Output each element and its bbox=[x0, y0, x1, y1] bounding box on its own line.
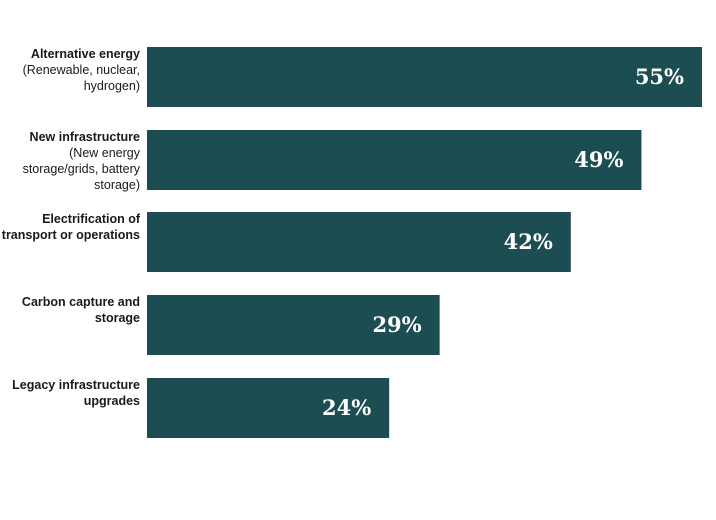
category-label-3-line-2: transport or operations bbox=[2, 228, 140, 242]
bar-3 bbox=[147, 212, 571, 272]
bar-2 bbox=[147, 130, 642, 190]
category-label-4-line-2: storage bbox=[95, 311, 140, 325]
category-label-2-line-1: New infrastructure bbox=[30, 130, 140, 144]
bar-1 bbox=[147, 47, 702, 107]
category-label-1-line-2: (Renewable, nuclear, bbox=[23, 63, 140, 77]
category-label-1-line-3: hydrogen) bbox=[84, 79, 140, 93]
bar-value-label-1: 55% bbox=[635, 64, 684, 89]
bar-value-label-4: 29% bbox=[372, 312, 421, 337]
category-label-2-line-2: (New energy bbox=[69, 146, 141, 160]
bar-value-label-5: 24% bbox=[322, 395, 371, 420]
bar-value-label-3: 42% bbox=[504, 229, 553, 254]
bar-5 bbox=[147, 378, 390, 438]
category-label-5-line-1: Legacy infrastructure bbox=[12, 378, 140, 392]
category-label-4-line-1: Carbon capture and bbox=[22, 295, 140, 309]
category-label-2-line-3: storage/grids, battery bbox=[23, 162, 141, 176]
category-label-1-line-1: Alternative energy bbox=[31, 47, 140, 61]
bar-value-label-2: 49% bbox=[574, 147, 623, 172]
category-label-2-line-4: storage) bbox=[94, 178, 140, 192]
category-label-5-line-2: upgrades bbox=[84, 394, 140, 408]
bar-4 bbox=[147, 295, 440, 355]
category-label-3-line-1: Electrification of bbox=[42, 212, 141, 226]
